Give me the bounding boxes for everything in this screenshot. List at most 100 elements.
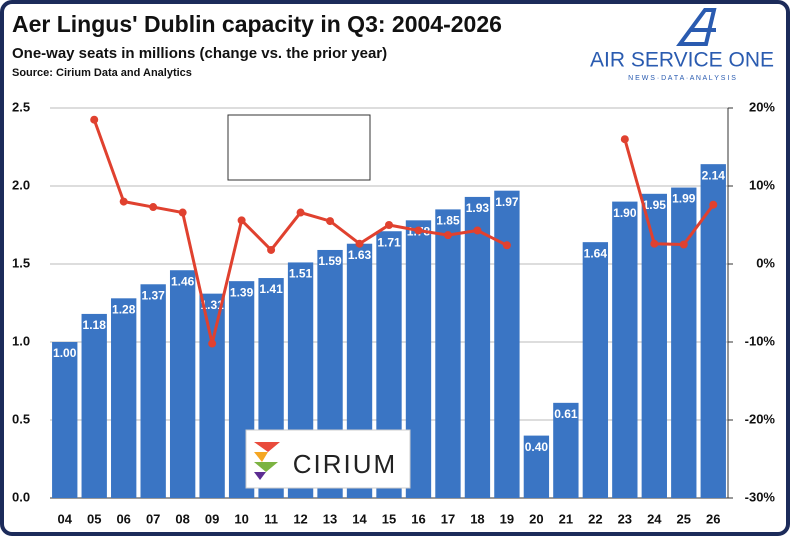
x-tick-label: 12	[293, 511, 307, 526]
data-label: 1.37	[141, 288, 165, 302]
data-label: 1.39	[230, 285, 254, 299]
bar	[111, 298, 137, 498]
data-label: 1.63	[348, 248, 372, 262]
point	[119, 197, 128, 206]
x-tick-label: 25	[677, 511, 691, 526]
watermark-icon	[254, 442, 280, 452]
bar	[52, 342, 78, 498]
legend	[227, 114, 371, 181]
point	[414, 226, 423, 235]
x-tick-label: 21	[559, 511, 573, 526]
subtitle: One-way seats in millions (change vs. th…	[12, 45, 387, 62]
bar	[81, 313, 107, 498]
x-tick-label: 20	[529, 511, 543, 526]
point	[267, 245, 276, 254]
data-label: 1.99	[672, 192, 696, 206]
bar	[140, 284, 166, 498]
bar	[169, 270, 196, 498]
point	[443, 231, 452, 240]
bar	[553, 402, 579, 498]
point	[90, 115, 99, 124]
x-tick-label: 14	[352, 511, 367, 526]
point	[326, 217, 335, 226]
logo: AIR SERVICE ONE N E W S · D A T A · A N …	[590, 8, 774, 82]
point	[296, 208, 305, 217]
data-label: 1.28	[112, 302, 136, 316]
x-tick-label: 22	[588, 511, 602, 526]
data-label: 1.90	[613, 206, 637, 220]
point	[650, 239, 659, 248]
watermark-box	[245, 429, 411, 489]
x-tick-label: 04	[58, 511, 73, 526]
x-tick-label: 08	[175, 511, 189, 526]
chart-title: Aer Lingus' Dublin capacity in Q3: 2004-…	[12, 11, 502, 37]
x-tick-label: 07	[146, 511, 160, 526]
x-tick-label: 16	[411, 511, 425, 526]
line	[623, 138, 715, 247]
data-label: 1.71	[377, 235, 401, 249]
bar	[671, 187, 697, 498]
watermark-icon	[254, 472, 266, 480]
point	[385, 221, 393, 229]
point	[355, 239, 364, 248]
point	[709, 200, 718, 209]
bar	[612, 201, 638, 498]
data-label: 1.51	[289, 267, 313, 281]
y-tick-label: 2.0	[12, 177, 30, 192]
y-tick-label: 1.5	[12, 255, 30, 270]
data-label: 1.59	[318, 254, 342, 268]
y2-tick-label: 10%	[749, 177, 775, 192]
point	[679, 240, 688, 249]
point	[149, 203, 158, 212]
bar	[464, 196, 491, 499]
x-tick-label: 26	[706, 511, 720, 526]
x-tick-label: 17	[441, 511, 455, 526]
point	[473, 226, 482, 235]
y-tick-label: 0.0	[12, 489, 30, 504]
bar	[494, 190, 520, 498]
data-label: 1.31	[200, 298, 224, 312]
data-label: 0.40	[525, 440, 549, 454]
data-label: 1.18	[83, 318, 107, 332]
y-tick-label: 1.0	[12, 333, 30, 348]
data-label: 1.93	[466, 201, 490, 215]
y-tick-label: 0.5	[12, 411, 30, 426]
bar	[582, 242, 609, 498]
point	[502, 241, 511, 250]
x-tick-label: 11	[264, 511, 278, 526]
x-tick-label: 24	[647, 511, 662, 526]
watermark-icon	[254, 452, 268, 462]
x-tick-label: 18	[470, 511, 484, 526]
x-tick-label: 10	[234, 511, 248, 526]
bar	[523, 435, 550, 498]
logo-tagline: N E W S · D A T A · A N A L Y S I S	[628, 75, 736, 82]
data-label: 1.41	[259, 282, 283, 296]
y2-tick-label: 0%	[756, 255, 775, 270]
x-tick-label: 15	[382, 511, 396, 526]
data-label: 0.61	[554, 407, 578, 421]
watermark-icon	[254, 462, 278, 472]
data-label: 1.97	[495, 195, 519, 209]
y2-tick-label: 20%	[749, 99, 775, 114]
data-label: 1.46	[171, 274, 195, 288]
y2-tick-label: -30%	[745, 489, 776, 504]
logo-name: AIR SERVICE ONE	[590, 49, 774, 72]
y2-tick-label: -10%	[745, 333, 776, 348]
bar	[199, 293, 225, 498]
watermark-text: CIRIUM	[293, 449, 397, 479]
point	[178, 208, 187, 217]
x-tick-label: 23	[618, 511, 632, 526]
watermark: CIRIUM	[245, 429, 411, 489]
y-tick-label: 2.5	[12, 99, 30, 114]
point	[620, 135, 629, 144]
x-tick-label: 09	[205, 511, 219, 526]
data-label: 1.00	[53, 346, 77, 360]
logo-mark	[676, 8, 717, 46]
x-tick-label: 05	[87, 511, 101, 526]
data-label: 1.85	[436, 214, 460, 228]
point	[208, 339, 217, 348]
y2-tick-label: -20%	[745, 411, 776, 426]
point	[237, 216, 246, 225]
bar	[700, 164, 726, 498]
